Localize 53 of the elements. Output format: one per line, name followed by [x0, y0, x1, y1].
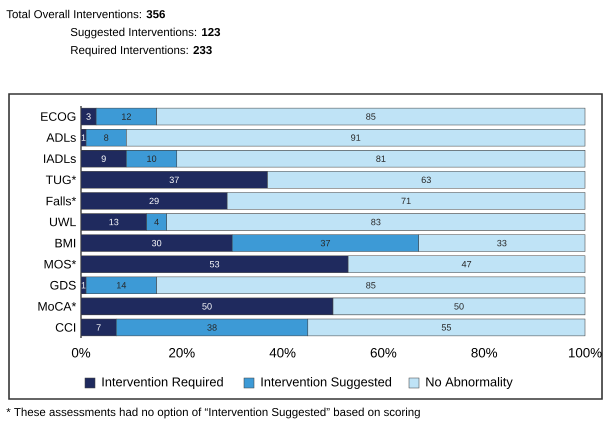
y-tick-label: GDS	[50, 280, 76, 290]
y-tick-label: IADLs	[44, 154, 76, 164]
y-tick-label: ECOG	[41, 112, 76, 121]
y-tick-label: Falls*	[46, 196, 76, 206]
data-label: 14	[116, 282, 126, 288]
legend-label: No Abnormality	[426, 377, 513, 389]
data-label: 29	[150, 198, 159, 204]
data-label: 81	[376, 156, 386, 162]
data-label: 4	[154, 218, 159, 226]
data-label: 85	[366, 282, 376, 288]
data-label: 37	[320, 240, 330, 246]
chart-subtitle: Suggested Interventions: 123	[70, 28, 220, 38]
y-tick-label: CCI	[56, 323, 76, 332]
x-tick-label: 100%	[568, 348, 602, 358]
data-label: 1	[82, 134, 86, 141]
data-label: 53	[210, 260, 220, 268]
data-label: 12	[122, 113, 131, 120]
data-label: 8	[104, 134, 108, 141]
data-label: 55	[442, 324, 452, 331]
y-tick-label: UWL	[50, 218, 76, 226]
legend-label: Intervention Suggested	[261, 377, 392, 389]
y-tick-label: MoCA*	[38, 302, 76, 311]
data-label: 7	[96, 324, 101, 331]
data-label: 10	[147, 156, 156, 162]
x-tick-label: 40%	[270, 348, 296, 358]
y-tick-label: BMI	[55, 238, 76, 248]
data-label: 91	[351, 134, 360, 141]
x-tick-label: 20%	[169, 348, 195, 358]
y-tick-label: ADLs	[46, 133, 76, 142]
data-label: 33	[497, 240, 506, 246]
data-label: 47	[462, 261, 472, 268]
data-label: 85	[366, 113, 376, 120]
data-label: 38	[207, 324, 217, 331]
data-label: 3	[86, 113, 91, 120]
legend-label: Intervention Required	[102, 377, 223, 389]
data-label: 30	[152, 240, 162, 246]
data-label: 1	[82, 282, 86, 288]
data-label: 50	[454, 303, 464, 310]
data-label: 37	[170, 176, 179, 184]
x-tick-label: 80%	[471, 348, 498, 358]
chart-title: Total Overall Interventions: 356	[6, 10, 165, 18]
y-tick-label: TUG*	[46, 175, 76, 184]
x-tick-label: 60%	[370, 348, 396, 358]
text: Required Interventions: 233	[71, 46, 212, 56]
data-label: 13	[109, 218, 118, 226]
y-tick-label: MOS*	[44, 260, 76, 269]
data-label: 50	[202, 303, 212, 310]
data-label: 83	[371, 218, 380, 226]
data-label: 63	[422, 176, 431, 184]
x-tick-label: 0%	[72, 348, 90, 358]
data-label: 71	[402, 198, 411, 204]
data-label: 9	[102, 156, 106, 162]
text: * These assessments had no option of “Intervention Suggested” based on scoring	[6, 408, 420, 418]
